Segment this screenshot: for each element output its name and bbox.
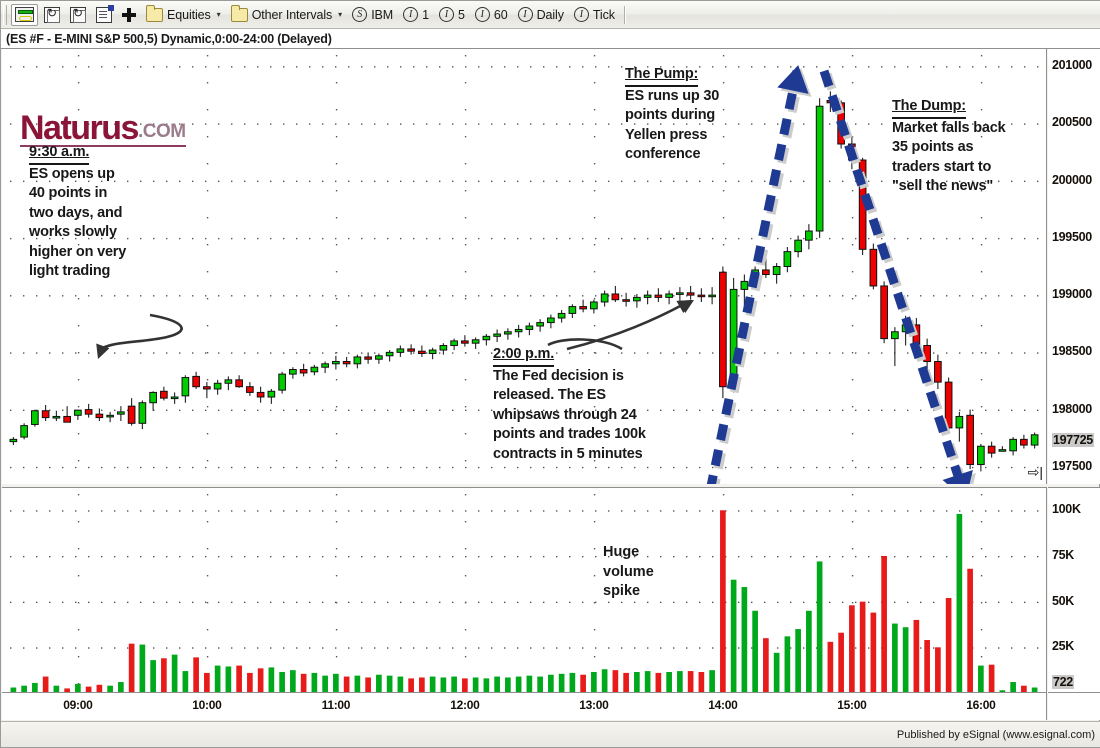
interval-circle-icon: I	[573, 7, 589, 22]
time-axis[interactable]: 09:00 10:00 11:00 12:00 13:00 14:00 15:00 16:00	[2, 692, 1047, 720]
add-button[interactable]	[118, 4, 140, 26]
main-toolbar: Equities ▾ Other Intervals ▾ S IBM I 1 I…	[1, 1, 1100, 29]
price-axis-label: 200000	[1052, 172, 1092, 187]
time-axis-label: 11:00	[321, 698, 351, 712]
volume-axis-label: 50K	[1052, 593, 1075, 608]
folder-icon	[230, 4, 248, 22]
volume-axis-label: 75K	[1052, 547, 1075, 562]
interval-daily-label: Daily	[536, 7, 564, 22]
price-axis-label: 198500	[1052, 344, 1092, 359]
link-icon	[15, 7, 34, 22]
price-axis-label: 199500	[1052, 229, 1092, 244]
price-chart-pane[interactable]: Naturus .COM © eSignal, 2011 ⇨|	[2, 49, 1047, 484]
menu-other-intervals[interactable]: Other Intervals ▾	[227, 4, 347, 26]
menu-equities-label: Equities	[167, 7, 211, 22]
interval-circle-icon: I	[517, 7, 533, 22]
pump-arrow	[706, 65, 812, 484]
price-axis-label: 201000	[1052, 58, 1092, 73]
properties-button[interactable]	[92, 4, 116, 26]
properties-icon	[96, 4, 114, 23]
interval-circle-icon: I	[403, 7, 419, 22]
interval-60[interactable]: I 60	[471, 4, 512, 26]
refresh-all-icon	[70, 6, 86, 23]
naturus-logo: Naturus .COM	[20, 109, 186, 147]
symbol-circle-icon: S	[352, 7, 368, 22]
refresh-all-button[interactable]	[66, 4, 90, 26]
interval-1-label: 1	[422, 7, 429, 22]
current-price-label: 197725	[1052, 433, 1094, 448]
interval-ibm[interactable]: S IBM	[348, 4, 397, 26]
refresh-page-icon	[44, 6, 60, 23]
volume-axis-label: 100K	[1052, 502, 1081, 517]
refresh-page-button[interactable]	[40, 4, 64, 26]
candlestick-series	[9, 91, 1039, 472]
annotation-930-pointer	[96, 313, 183, 359]
link-chart-button[interactable]	[11, 3, 38, 26]
toolbar-separator	[623, 5, 626, 24]
interval-60-label: 60	[493, 7, 508, 22]
volume-bar-series	[10, 510, 1038, 692]
interval-circle-icon: I	[474, 7, 490, 22]
volume-axis-label: 25K	[1052, 639, 1075, 654]
folder-icon	[146, 4, 163, 22]
interval-tick-label: Tick	[592, 7, 615, 22]
price-axis-label: 198000	[1052, 401, 1092, 416]
price-axis-label: 200500	[1052, 115, 1092, 130]
annotation-200pm-pointer	[566, 300, 692, 351]
time-axis-label: 09:00	[63, 698, 93, 712]
interval-daily[interactable]: I Daily	[514, 4, 568, 26]
interval-1[interactable]: I 1	[399, 4, 433, 26]
symbol-title-bar[interactable]: (ES #F - E-MINI S&P 500,5) Dynamic,0:00-…	[1, 29, 1100, 49]
time-axis-label: 10:00	[192, 698, 222, 712]
price-chart-svg	[9, 55, 1039, 484]
symbol-title-text: (ES #F - E-MINI S&P 500,5) Dynamic,0:00-…	[6, 31, 332, 46]
interval-5[interactable]: I 5	[435, 4, 469, 26]
dump-arrow	[819, 69, 976, 484]
interval-tick[interactable]: I Tick	[570, 4, 619, 26]
logo-suffix-text: .COM	[137, 121, 186, 142]
status-bar: Published by eSignal (www.esignal.com)	[1, 721, 1100, 747]
chevron-down-icon: ▾	[338, 10, 343, 19]
current-volume-label: 722	[1052, 675, 1074, 689]
time-axis-label: 12:00	[450, 698, 480, 712]
price-axis[interactable]: 201000 200500 200000 199500 199000 198500 1980…	[1048, 49, 1100, 484]
time-axis-label: 16:00	[966, 698, 996, 712]
time-axis-label: 13:00	[579, 698, 609, 712]
time-axis-label: 15:00	[837, 698, 867, 712]
menu-other-intervals-label: Other Intervals	[251, 7, 333, 22]
interval-ibm-label: IBM	[371, 7, 394, 22]
price-axis-label: 197500	[1052, 458, 1092, 473]
toolbar-grip[interactable]	[3, 4, 7, 25]
volume-chart-svg	[10, 494, 1039, 692]
publisher-text: Published by eSignal (www.esignal.com)	[896, 728, 1095, 741]
menu-equities[interactable]: Equities ▾	[142, 4, 225, 26]
logo-main-text: Naturus	[20, 109, 139, 147]
chevron-down-icon: ▾	[216, 10, 221, 19]
plus-icon	[122, 7, 136, 22]
volume-chart-pane[interactable]: Volume	[2, 487, 1047, 692]
volume-axis[interactable]: 100K 75K 50K 25K 722	[1048, 487, 1100, 692]
chart-edge-marker: ⇨|	[1027, 464, 1043, 480]
time-axis-corner	[1048, 692, 1100, 720]
interval-circle-icon: I	[438, 7, 454, 22]
price-axis-label: 199000	[1052, 287, 1092, 302]
interval-5-label: 5	[457, 7, 465, 22]
time-axis-label: 14:00	[708, 698, 738, 712]
